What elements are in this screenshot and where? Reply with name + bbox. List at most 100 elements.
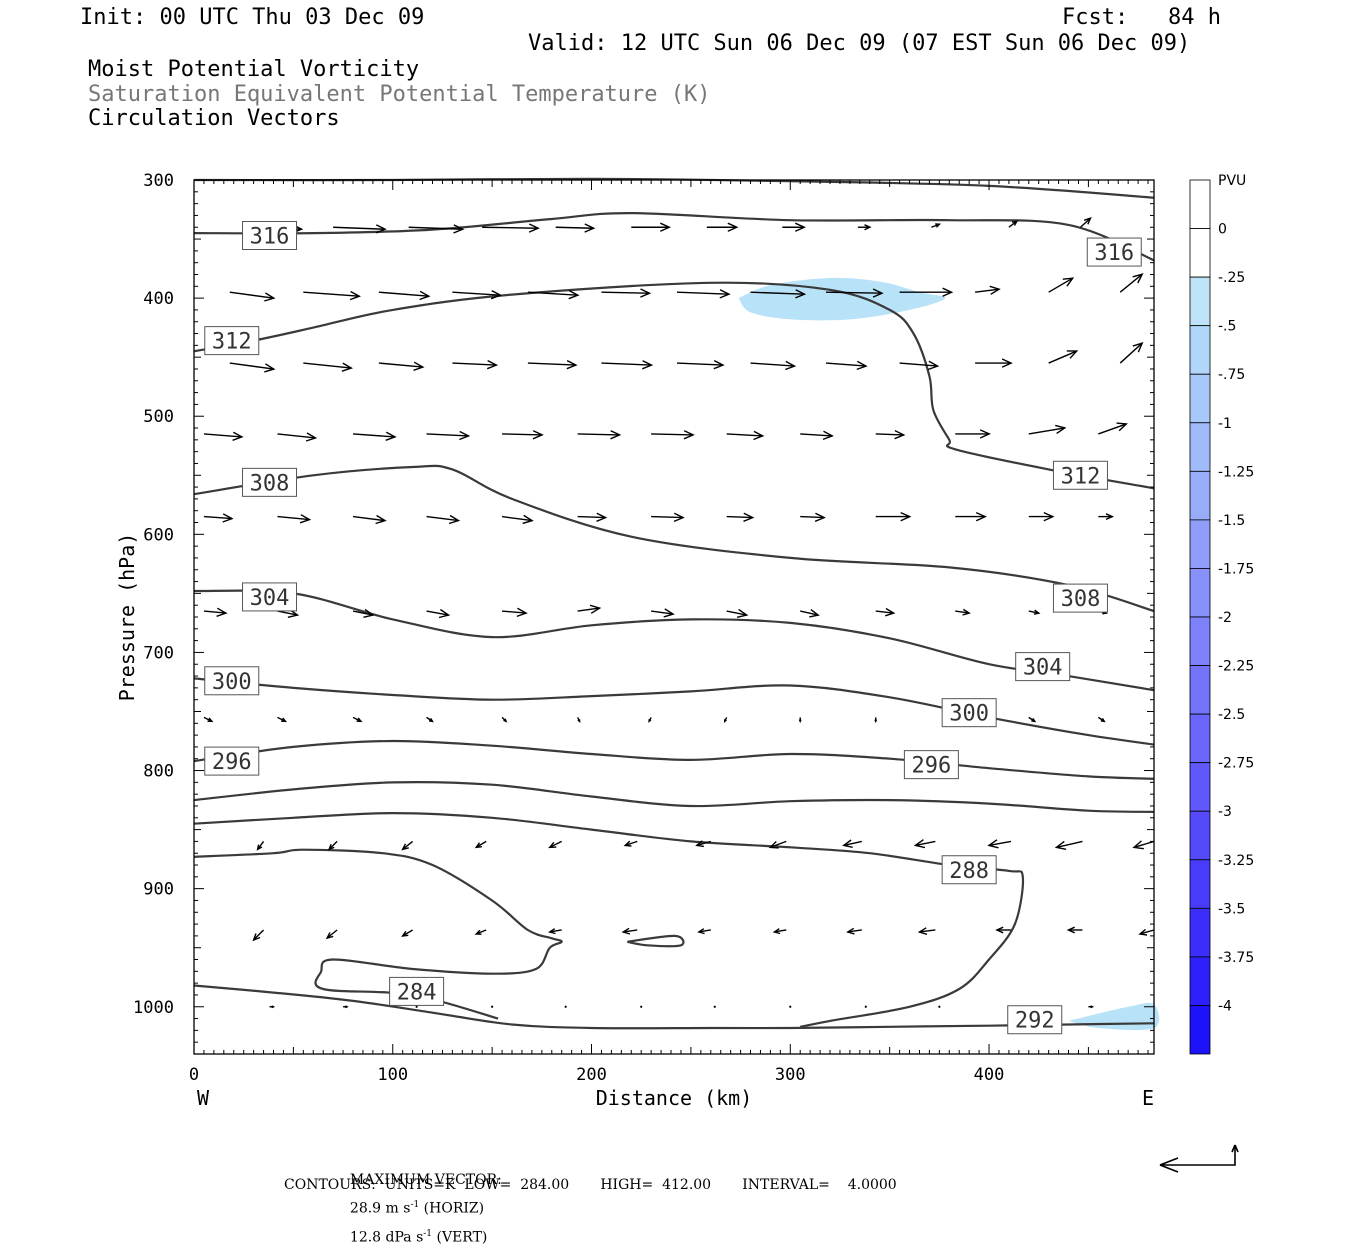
contour-label-box	[204, 746, 260, 776]
colorbar-bin	[1189, 228, 1211, 278]
vector-head	[695, 840, 704, 848]
vector-head	[623, 840, 632, 847]
circulation-vector	[408, 224, 465, 234]
vector-head	[522, 514, 534, 525]
vector-shaft	[955, 610, 970, 614]
vector-head	[809, 609, 820, 618]
vector-head	[589, 604, 602, 614]
circulation-vector	[676, 289, 731, 299]
vector-dot	[938, 1005, 941, 1008]
contour-label: 304	[1015, 652, 1071, 682]
circulation-vector	[577, 604, 602, 614]
circulation-vector	[252, 929, 265, 942]
circulation-vector	[857, 224, 872, 231]
vector-head	[648, 719, 652, 723]
circulation-vector	[726, 608, 749, 618]
x-tick-label: 0	[189, 1065, 199, 1085]
circulation-vector	[277, 514, 312, 524]
contour-label-text: 304	[1023, 656, 1063, 681]
vector-head	[995, 926, 1004, 934]
contour-surface	[193, 984, 1155, 1030]
vector-head	[1062, 277, 1075, 287]
vector-shaft	[502, 433, 543, 436]
x-tick-label: 100	[377, 1065, 408, 1085]
vector-shaft	[726, 515, 753, 519]
vector-shaft	[651, 610, 674, 615]
vector-shaft	[277, 515, 310, 521]
vector-shaft	[651, 433, 694, 436]
contour-304	[193, 589, 1155, 692]
vector-shaft	[1079, 217, 1091, 228]
west-label: W	[197, 1086, 210, 1110]
contour-label-box	[242, 221, 298, 251]
vector-shaft	[800, 433, 833, 437]
vector-shaft	[527, 362, 576, 366]
vector-shaft	[426, 433, 469, 437]
vector-head	[798, 719, 802, 724]
vector-head	[448, 514, 461, 525]
contour-label-box	[242, 582, 298, 612]
circulation-vector	[800, 512, 826, 522]
contour-label-box	[1052, 460, 1108, 490]
circulation-vector	[875, 429, 906, 440]
vector-shaft	[750, 291, 805, 295]
colorbar-bin	[1189, 907, 1211, 958]
vector-shaft	[623, 929, 638, 933]
vector-head	[401, 930, 409, 937]
contour-label: 284	[389, 976, 445, 1006]
vector-head	[673, 512, 685, 523]
vector-head	[917, 927, 928, 935]
vector-head	[299, 514, 312, 524]
contour-label: 304	[242, 582, 298, 612]
vector-shaft	[549, 929, 562, 933]
vector-head	[989, 285, 1001, 295]
vector-shaft	[1119, 342, 1143, 364]
vector-shaft	[426, 515, 459, 522]
vector-shaft	[475, 929, 487, 935]
circulation-vector	[1098, 513, 1115, 521]
vector-shaft	[1028, 427, 1065, 435]
vector-head	[1066, 926, 1075, 934]
vector-head	[413, 361, 425, 371]
vector-head	[1011, 220, 1019, 226]
y-tick-label: 300	[143, 171, 174, 191]
vector-head	[1132, 840, 1144, 850]
contour-label-box	[941, 855, 997, 885]
vector-shaft	[408, 226, 463, 230]
vector-shaft	[1056, 840, 1083, 849]
circulation-vector	[303, 362, 353, 372]
circulation-vector	[899, 287, 954, 297]
contour-label-box	[1052, 583, 1108, 613]
circulation-vector	[548, 840, 563, 849]
circulation-vector	[695, 840, 711, 848]
vector-head	[547, 928, 556, 935]
circulation-vector	[1028, 716, 1037, 723]
vector-shaft	[1048, 350, 1077, 364]
contour-312	[193, 281, 1155, 490]
vector-head	[532, 430, 544, 440]
vector-dot	[491, 1005, 494, 1008]
vector-head	[528, 223, 540, 233]
contour-small	[627, 934, 685, 948]
vector-head	[942, 287, 954, 297]
contour-label-box	[1015, 652, 1071, 682]
contour-308	[193, 464, 1155, 613]
colorbar-bin	[1189, 276, 1211, 327]
circulation-vector	[352, 514, 387, 525]
x-tick-label: 400	[974, 1065, 1005, 1085]
vector-shaft	[452, 291, 501, 296]
vector-head	[1043, 511, 1055, 522]
colorbar-label: -1.5	[1218, 513, 1245, 529]
colorbar-bins	[1189, 179, 1211, 1055]
east-label: E	[1142, 1086, 1154, 1110]
vector-head	[727, 222, 739, 232]
vector-head	[1132, 341, 1144, 353]
vector-head	[1116, 422, 1128, 432]
max-vector-line: MAXIMUM VECTOR: 28.9 m s-1 (HORIZ) 12.8 …	[341, 1159, 502, 1244]
contour-label: 312	[204, 326, 260, 356]
vector-head	[900, 511, 912, 522]
contour-label: 316	[242, 221, 298, 251]
contour-286	[193, 848, 563, 1020]
vector-head	[375, 514, 387, 525]
vector-head	[1105, 513, 1115, 521]
